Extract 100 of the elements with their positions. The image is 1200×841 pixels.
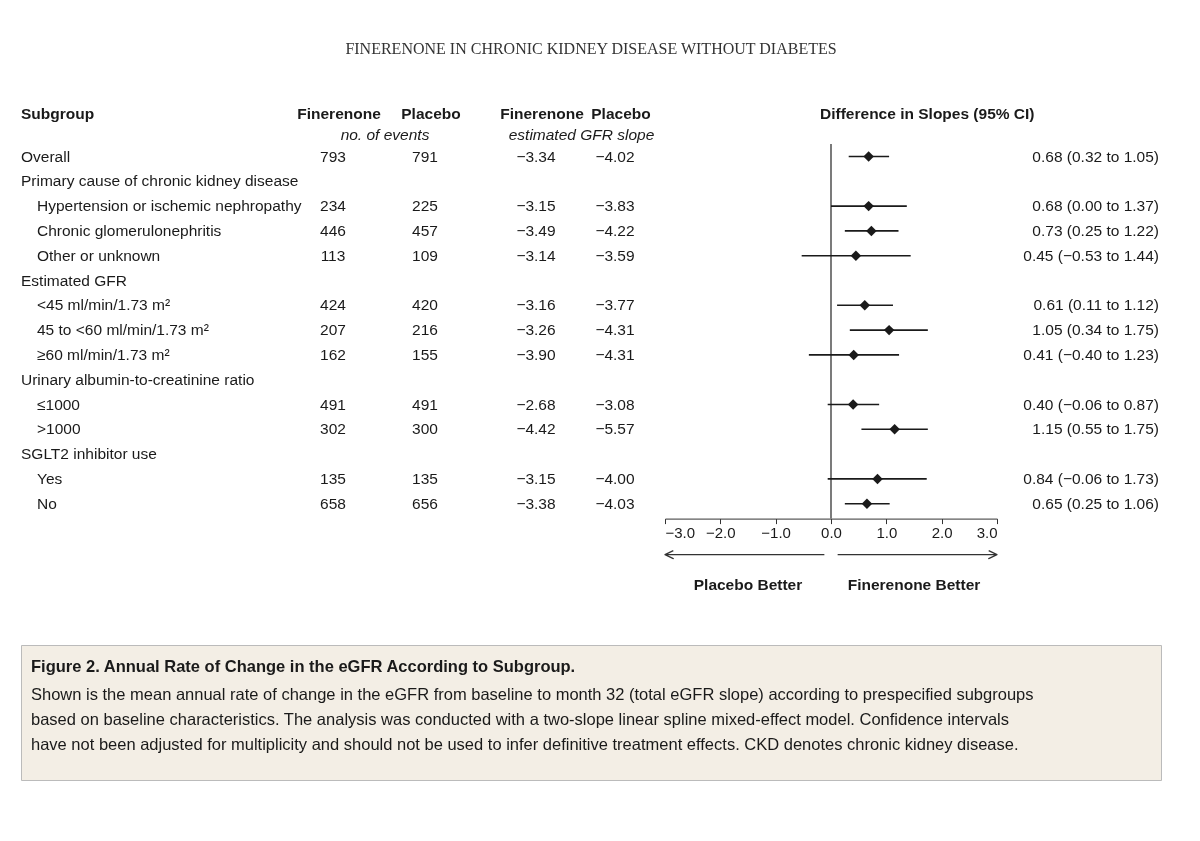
text: −3.08 <box>595 395 635 413</box>
text: 135 <box>320 469 346 487</box>
data-label: 0.40 (−0.06 to 0.87) <box>1023 395 1159 413</box>
point <box>847 399 859 410</box>
data-label: 0.41 (−0.40 to 1.23) <box>1023 345 1159 363</box>
text: 162 <box>320 345 346 363</box>
chart-title: Difference in Slopes (95% CI) <box>820 105 1035 123</box>
text: −3.16 <box>516 296 556 314</box>
text: Subgroup <box>21 105 95 123</box>
x-tick-label: −2.0 <box>706 524 736 542</box>
point <box>861 498 873 509</box>
point <box>863 151 874 162</box>
category-label: Finerenone <box>500 105 585 123</box>
data-label: 1.05 (0.34 to 1.75) <box>1032 321 1159 339</box>
category-label: Estimated GFR <box>21 271 127 289</box>
text: 225 <box>412 197 438 215</box>
text: 109 <box>412 246 438 264</box>
text: −3.38 <box>516 494 556 512</box>
text: −3.15 <box>516 197 556 215</box>
text: 658 <box>320 494 346 512</box>
point <box>889 424 900 435</box>
text: −4.03 <box>595 494 635 512</box>
point <box>859 300 870 311</box>
category-label: ≤1000 <box>37 395 80 413</box>
data-label: 0.61 (0.11 to 1.12) <box>1033 296 1159 314</box>
x-tick-label: −1.0 <box>761 524 791 542</box>
text: Placebo Better <box>693 575 803 593</box>
text: 491 <box>412 395 438 413</box>
point <box>848 349 859 361</box>
category-label: Overall <box>21 147 71 165</box>
category-label: <45 ml/min/1.73 m² <box>37 296 171 314</box>
x-tick-label: 3.0 <box>976 524 998 542</box>
text: Finerenone Better <box>847 575 981 593</box>
point <box>872 473 883 485</box>
text: −3.83 <box>595 197 635 215</box>
category-label: Chronic glomerulonephritis <box>37 221 222 239</box>
category-label: SGLT2 inhibitor use <box>21 445 157 463</box>
category-label: Primary cause of chronic kidney disease <box>21 172 299 190</box>
text: 420 <box>412 296 438 314</box>
text: 300 <box>412 420 438 438</box>
text: Shown is the mean annual rate of change in the eGFR from baseline to month 32 (total eGFR slope) according to prespecified subgroups <box>31 685 1034 703</box>
text: 207 <box>320 321 346 339</box>
point <box>883 324 895 336</box>
text: −3.14 <box>516 246 556 264</box>
data-label: 0.84 (−0.06 to 1.73) <box>1023 469 1159 487</box>
data-label: 0.68 (0.00 to 1.37) <box>1032 197 1159 215</box>
category-label: Hypertension or ischemic nephropathy <box>37 197 302 215</box>
data-label: 0.68 (0.32 to 1.05) <box>1032 147 1159 165</box>
category-label: Placebo <box>591 105 651 123</box>
category-label: Finerenone <box>297 105 382 123</box>
text: 216 <box>412 321 438 339</box>
text: −3.90 <box>516 345 556 363</box>
text: 457 <box>412 221 438 239</box>
text: 234 <box>320 197 346 215</box>
text: 446 <box>320 221 346 239</box>
data-label: 0.65 (0.25 to 1.06) <box>1032 494 1159 512</box>
category-label: Other or unknown <box>37 246 161 264</box>
text: Figure 2. Annual Rate of Change in the eGFR According to Subgroup. <box>31 657 576 675</box>
category-label: 45 to <60 ml/min/1.73 m² <box>37 321 209 339</box>
text: 155 <box>412 345 438 363</box>
text: no. of events <box>340 126 430 144</box>
text: −2.68 <box>516 395 556 413</box>
point <box>863 200 874 212</box>
text: 491 <box>320 395 346 413</box>
text: estimated GFR slope <box>508 126 655 144</box>
data-label: 0.73 (0.25 to 1.22) <box>1032 221 1159 239</box>
category-label: Urinary albumin-to-creatinine ratio <box>21 370 255 388</box>
text: 135 <box>412 469 438 487</box>
text: −3.26 <box>516 321 556 339</box>
x-tick-label: 0.0 <box>821 524 842 542</box>
text: −4.22 <box>595 221 635 239</box>
data-label: 1.15 (0.55 to 1.75) <box>1032 420 1159 438</box>
text: −5.57 <box>595 420 635 438</box>
category-label: ≥60 ml/min/1.73 m² <box>37 345 170 363</box>
text: 424 <box>320 296 346 314</box>
text: 656 <box>412 494 438 512</box>
data-label: 0.45 (−0.53 to 1.44) <box>1023 246 1159 264</box>
category-label: Placebo <box>401 105 461 123</box>
text: −3.49 <box>516 221 556 239</box>
text: based on baseline characteristics. The analysis was conducted with a two-slope linear spline mixed-effect model. Confidence intervals <box>31 710 1009 728</box>
text: 793 <box>320 147 346 165</box>
text: −3.15 <box>516 469 556 487</box>
text: have not been adjusted for multiplicity and should not be used to infer definitive treatment effects. CKD denotes chronic kidney disease. <box>31 735 1019 753</box>
text: 791 <box>412 147 438 165</box>
text: −3.59 <box>595 246 635 264</box>
text: −4.42 <box>516 420 556 438</box>
point <box>850 250 862 261</box>
category-label: No <box>37 494 57 512</box>
x-tick-label: −3.0 <box>665 524 696 542</box>
x-tick-label: 2.0 <box>931 524 953 542</box>
text: 302 <box>320 420 346 438</box>
category-label: >1000 <box>37 420 81 438</box>
x-tick-label: 1.0 <box>876 524 898 542</box>
text: −3.34 <box>516 147 556 165</box>
text: −4.31 <box>595 321 635 339</box>
text: −4.02 <box>595 147 635 165</box>
text: 113 <box>320 246 346 264</box>
text: FINERENONE IN CHRONIC KIDNEY DISEASE WITHOUT DIABETES <box>345 39 837 57</box>
text: −4.31 <box>595 345 635 363</box>
text: −4.00 <box>595 469 635 487</box>
